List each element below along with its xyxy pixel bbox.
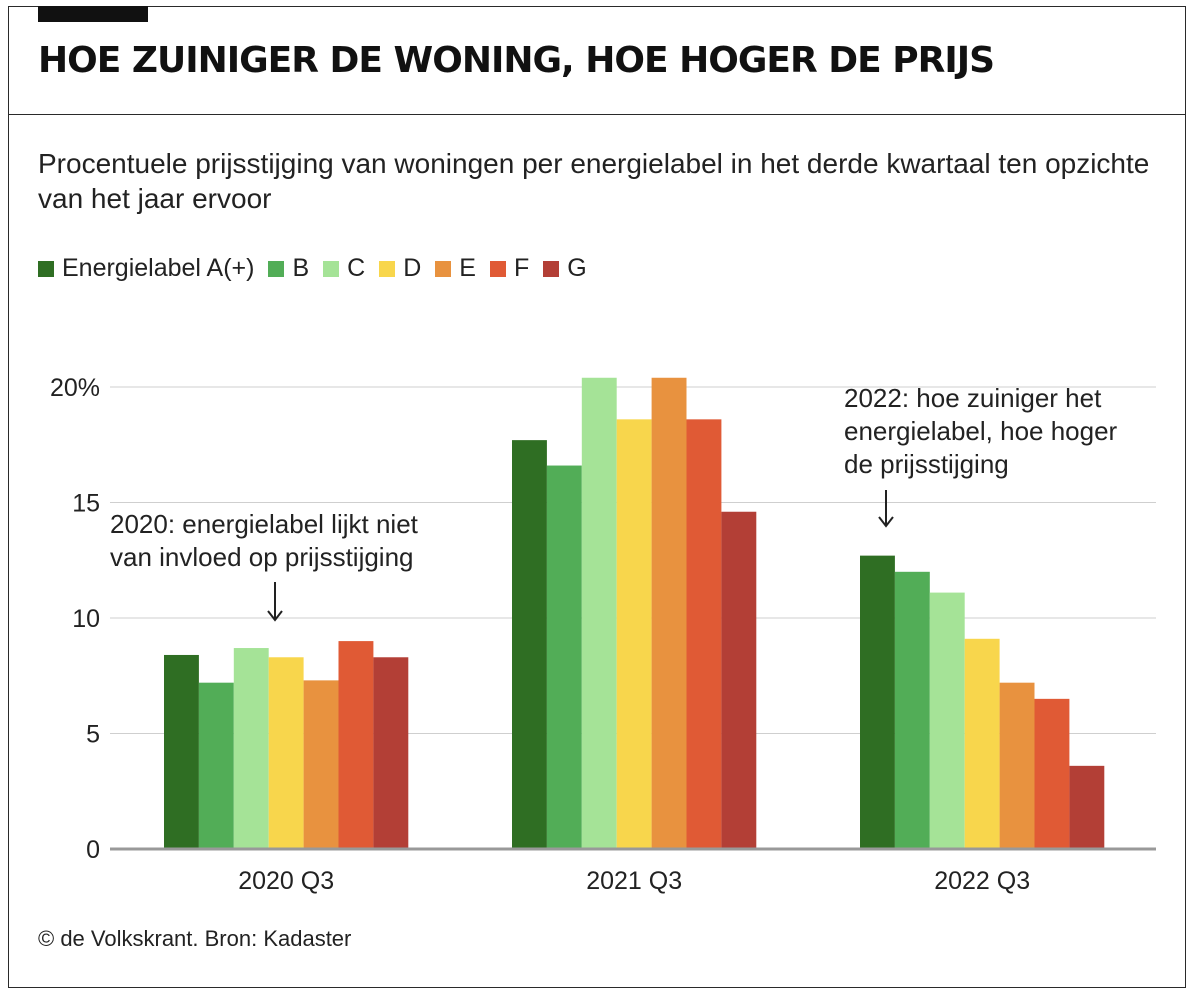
legend-swatch xyxy=(379,260,396,277)
legend-label: G xyxy=(567,254,587,282)
legend-swatch xyxy=(543,260,560,277)
y-tick-label: 10 xyxy=(72,605,100,633)
legend-item: D xyxy=(379,254,421,283)
bar xyxy=(964,638,1000,849)
bar xyxy=(1034,698,1070,849)
bar xyxy=(721,511,757,849)
bar xyxy=(929,592,965,849)
brand-bar xyxy=(38,6,148,22)
bar xyxy=(999,682,1035,849)
legend-item: F xyxy=(489,254,530,283)
legend-swatch xyxy=(38,260,54,277)
legend-item: C xyxy=(323,254,365,283)
bar xyxy=(546,465,582,849)
header-divider xyxy=(9,114,1185,115)
chart-subtitle: Procentuele prijsstijging van woningen p… xyxy=(38,148,1150,214)
bar xyxy=(198,682,234,849)
bar xyxy=(651,377,687,849)
bar xyxy=(581,377,617,849)
bar xyxy=(303,680,339,849)
legend-label: Energielabel A(+) xyxy=(62,254,255,282)
legend-swatch xyxy=(489,260,506,277)
x-category-label: 2020 Q3 xyxy=(238,867,334,895)
bar xyxy=(894,571,930,849)
bar xyxy=(616,419,652,849)
bar xyxy=(373,657,409,849)
bar xyxy=(686,419,722,849)
bar xyxy=(338,641,374,849)
legend-label: F xyxy=(513,254,530,282)
source-credit: © de Volkskrant. Bron: Kadaster xyxy=(38,926,352,951)
y-tick-label: 15 xyxy=(72,490,100,518)
annotation-arrowhead xyxy=(267,610,283,622)
bar xyxy=(164,654,199,849)
annotation-text: de prijsstijging xyxy=(844,449,1009,479)
legend-label: B xyxy=(292,254,310,282)
legend-swatch xyxy=(268,260,285,277)
bar xyxy=(860,555,895,849)
bar xyxy=(1069,765,1105,849)
legend: Energielabel A(+) B C D E F G xyxy=(38,254,601,283)
annotation-text: 2022: hoe zuiniger het xyxy=(844,383,1102,413)
x-category-label: 2021 Q3 xyxy=(586,867,682,895)
legend-item: B xyxy=(268,254,309,283)
legend-label: D xyxy=(403,254,422,282)
legend-item: Energielabel A(+) xyxy=(38,254,254,283)
legend-label: E xyxy=(459,254,476,282)
x-category-label: 2022 Q3 xyxy=(934,867,1030,895)
annotation-text: 2020: energielabel lijkt niet xyxy=(110,509,419,539)
chart-title: HOE ZUINIGER DE WONING, HOE HOGER DE PRI… xyxy=(38,40,995,81)
chart-frame xyxy=(8,6,1186,988)
legend-swatch xyxy=(323,260,340,277)
legend-item: E xyxy=(435,254,476,283)
legend-swatch xyxy=(435,260,452,277)
y-tick-label: 20% xyxy=(50,374,100,402)
annotation-text: energielabel, hoe hoger xyxy=(844,416,1118,446)
y-tick-label: 5 xyxy=(86,721,100,749)
bar xyxy=(512,440,547,849)
bar xyxy=(233,648,269,849)
y-tick-label: 0 xyxy=(86,836,100,864)
annotation-text: van invloed op prijsstijging xyxy=(110,542,414,572)
annotation-arrowhead xyxy=(878,516,894,528)
legend-label: C xyxy=(347,254,366,282)
bar xyxy=(268,657,304,849)
legend-item: G xyxy=(543,254,587,283)
